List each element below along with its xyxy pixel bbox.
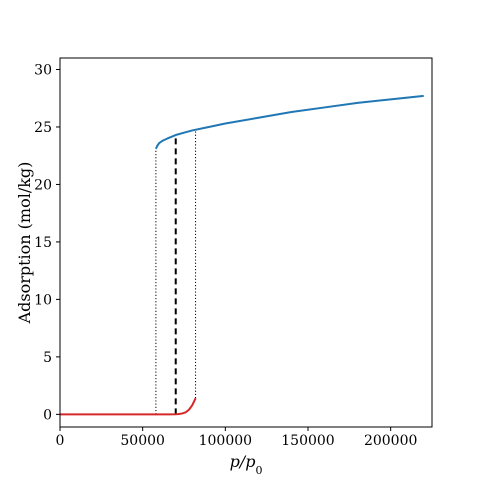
series-high-branch	[154, 94, 424, 150]
x-tick-label: 100000	[199, 433, 252, 449]
y-tick-label: 20	[34, 177, 52, 193]
x-tick-label: 150000	[281, 433, 334, 449]
x-tick-label: 50000	[120, 433, 165, 449]
y-axis-ticks: 0 5 10 15 20 25 30	[34, 62, 60, 423]
y-tick-label: 30	[34, 62, 52, 78]
y-axis-label: Adsorption (mol/kg)	[15, 162, 34, 325]
x-axis-ticks: 0 50000 100000 150000 200000	[56, 427, 417, 449]
x-tick-label: 200000	[364, 433, 417, 449]
y-tick-label: 25	[34, 120, 52, 136]
x-tick-label: 0	[56, 433, 65, 449]
y-tick-label: 0	[43, 407, 52, 423]
x-axis-label: p/p0	[230, 452, 263, 477]
y-tick-label: 5	[43, 350, 52, 366]
y-tick-label: 15	[34, 235, 52, 251]
series-low-branch	[60, 397, 197, 416]
y-tick-label: 10	[34, 292, 52, 308]
axes-frame	[59, 57, 433, 428]
plot-layer	[60, 94, 424, 416]
